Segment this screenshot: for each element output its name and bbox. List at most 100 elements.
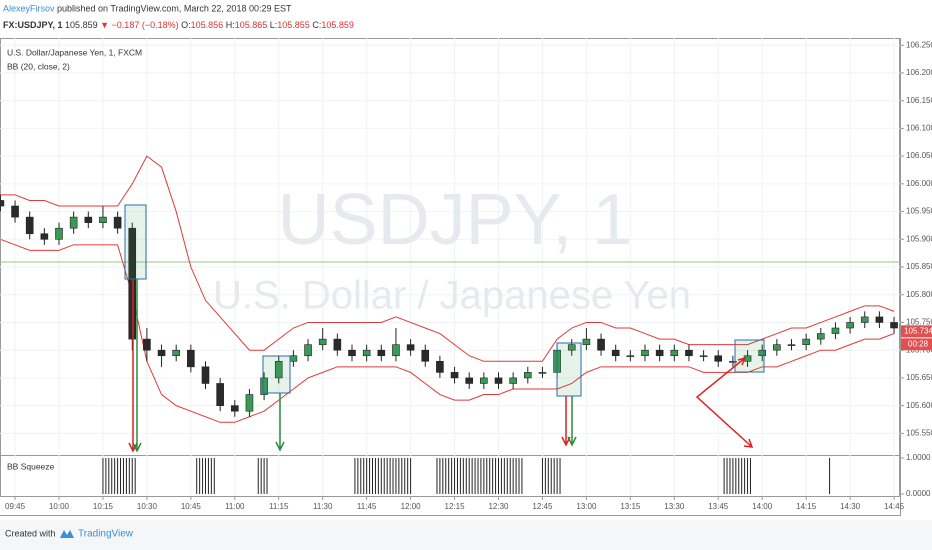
y-tick-label: 106.250	[906, 40, 932, 49]
candle-body	[231, 405, 239, 412]
y-tick-label: 106.100	[906, 123, 932, 132]
arrow: ▼	[100, 20, 109, 30]
y-tick-label: 106.050	[906, 151, 932, 160]
close-key: C:	[312, 20, 321, 30]
arrow	[132, 279, 142, 453]
candle-body	[25, 216, 34, 235]
candle-body	[450, 372, 459, 379]
annotation-box	[124, 204, 147, 280]
watermark-sub: U.S. Dollar / Japanese Yen	[213, 274, 691, 318]
open: 105.856	[191, 20, 224, 30]
countdown-label: 00:28	[908, 339, 929, 348]
x-tick-label: 12:00	[401, 502, 422, 511]
y-tick-label: 1.0000	[906, 453, 931, 462]
candle-body	[348, 349, 356, 357]
candle-body	[758, 349, 767, 357]
candle-body	[655, 349, 664, 357]
candle-body	[465, 377, 474, 384]
symbol-line: FX:USDJPY, 1 105.859 ▼ −0.187 (−0.18%) O…	[3, 20, 354, 30]
candle-body	[523, 372, 532, 379]
candle-body	[0, 200, 5, 207]
candle-body	[860, 316, 869, 323]
candle-body	[99, 216, 107, 223]
candle-body	[494, 377, 503, 384]
last-price-label: 105.734	[904, 326, 932, 335]
candle-body	[40, 233, 49, 240]
candle-body	[641, 349, 649, 357]
candle-body	[55, 227, 63, 240]
symbol: FX:USDJPY, 1	[3, 20, 63, 30]
x-tick-label: 11:00	[225, 502, 245, 511]
low-key: L:	[270, 20, 278, 30]
candle-body	[611, 349, 620, 357]
x-tick-label: 10:15	[93, 502, 114, 511]
footer-created: Created with	[5, 528, 56, 538]
y-tick-label: 106.150	[906, 96, 932, 105]
candle-body	[11, 205, 19, 218]
x-tick-label: 12:15	[445, 502, 466, 511]
chart-title: U.S. Dollar/Japanese Yen, 1, FXCM	[7, 47, 142, 57]
change: −0.187 (−0.18%)	[112, 20, 179, 30]
x-tick-label: 14:45	[884, 502, 905, 511]
x-tick-label: 13:30	[664, 502, 685, 511]
arrow	[275, 393, 285, 452]
candle-body	[729, 360, 737, 363]
indicator-label: BB (20, close, 2)	[7, 61, 70, 71]
x-tick-label: 13:45	[708, 502, 729, 511]
y-tick-label: 106.000	[906, 179, 932, 188]
candle-body	[421, 349, 430, 362]
last: 105.859	[65, 20, 98, 30]
footer-bg	[0, 520, 932, 550]
high: 105.865	[235, 20, 268, 30]
x-tick-label: 09:45	[5, 502, 26, 511]
x-tick-label: 12:30	[488, 502, 509, 511]
y-tick-label: 105.550	[906, 428, 932, 437]
last-price-box	[901, 325, 932, 338]
candle-body	[113, 216, 122, 229]
countdown-box	[901, 338, 932, 351]
candle-body	[480, 377, 488, 384]
candle-body	[377, 349, 386, 357]
arrow	[567, 396, 577, 447]
candle-body	[318, 338, 327, 345]
candle-body	[84, 216, 93, 223]
candle-body	[509, 377, 517, 384]
candle-body	[436, 360, 444, 373]
y-tick-label: 105.950	[906, 207, 932, 216]
candle-body	[699, 355, 708, 358]
candle-body	[333, 338, 342, 351]
high-key: H:	[226, 20, 235, 30]
x-tick-label: 10:00	[49, 502, 70, 511]
x-tick-label: 11:30	[313, 502, 333, 511]
logo	[60, 530, 74, 538]
candle-body	[406, 344, 415, 351]
candle-body	[582, 338, 591, 345]
candle-body	[245, 394, 254, 412]
footer-brand[interactable]: TradingView	[78, 529, 134, 540]
x-tick-label: 10:30	[137, 502, 158, 511]
candle-body	[670, 349, 679, 357]
candle-body	[304, 344, 312, 357]
candle-body	[890, 322, 898, 329]
x-tick-label: 11:15	[269, 502, 289, 511]
arrow	[128, 279, 138, 453]
annotation-box	[556, 342, 582, 397]
x-tick-label: 14:00	[752, 502, 773, 511]
candle-body	[172, 349, 180, 357]
x-tick-label: 14:30	[840, 502, 861, 511]
published: published on TradingView.com, March 22, …	[57, 3, 292, 13]
squeeze-panel	[102, 458, 831, 494]
y-tick-label: 105.750	[906, 318, 932, 327]
grid	[0, 38, 900, 496]
candle-body	[597, 338, 605, 351]
x-tick-label: 13:00	[576, 502, 597, 511]
open-key: O:	[181, 20, 191, 30]
bollinger-band	[0, 155, 895, 362]
x-tick-label: 12:45	[532, 502, 553, 511]
y-tick-label: 105.800	[906, 290, 932, 299]
annotations	[124, 204, 765, 397]
axes: 105.550105.600105.650105.700105.750105.8…	[5, 40, 932, 511]
author[interactable]: AlexeyFirsov	[3, 3, 55, 13]
candle-body	[157, 349, 166, 357]
